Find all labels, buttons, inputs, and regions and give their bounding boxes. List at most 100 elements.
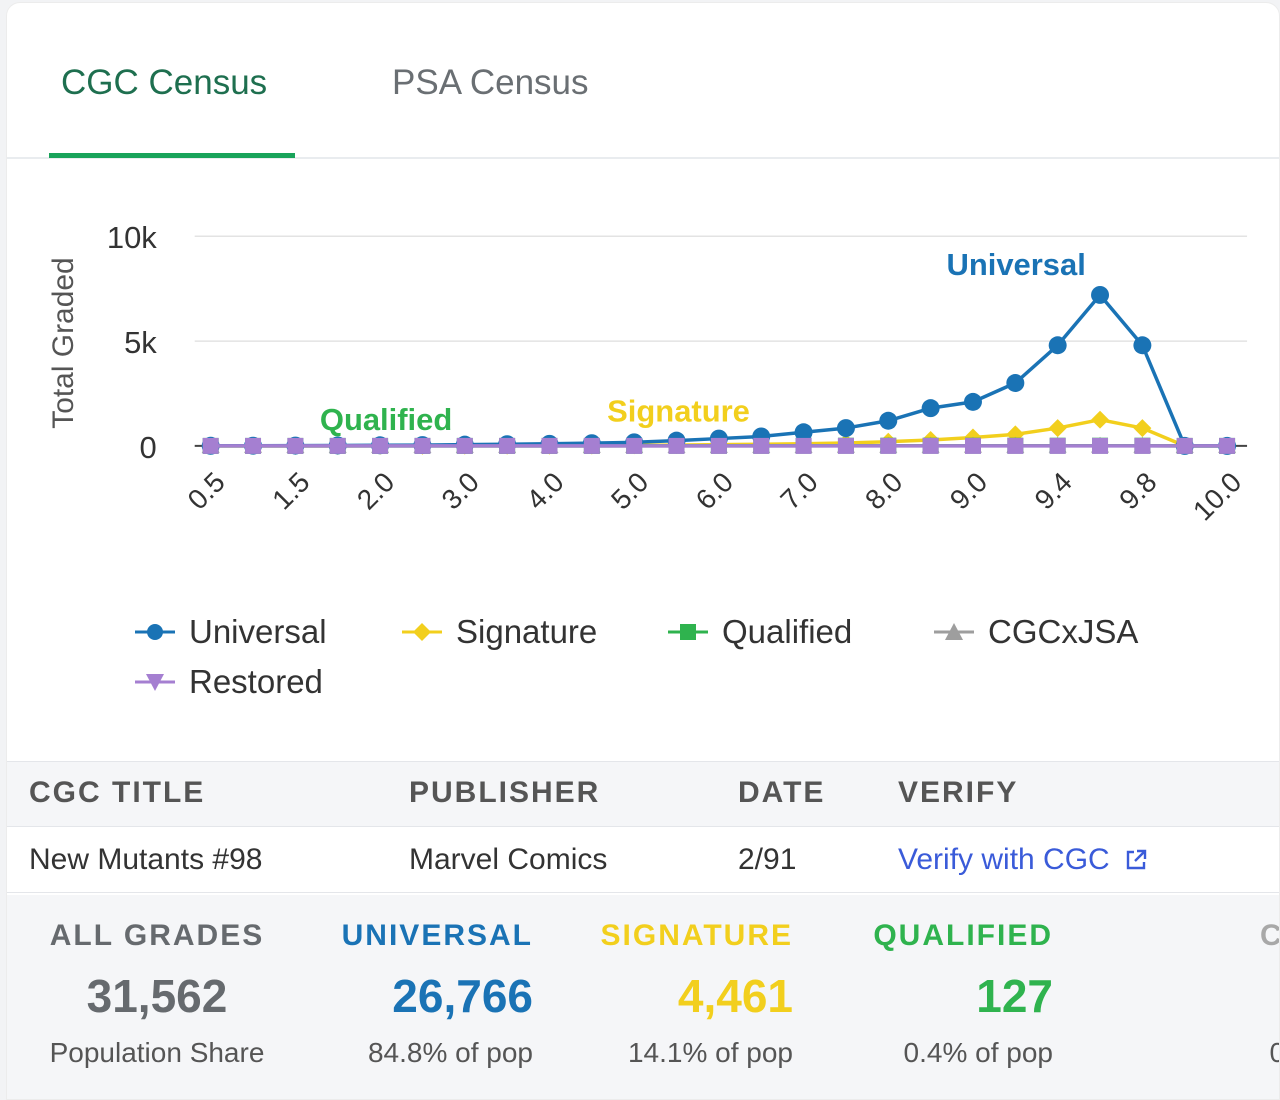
- legend-item-qualified[interactable]: Qualified: [666, 613, 852, 651]
- tab-psa-census[interactable]: PSA Census: [392, 63, 589, 102]
- cell-verify: Verify with CGC: [898, 843, 1148, 877]
- data-point: [1048, 419, 1067, 438]
- data-point: [795, 437, 812, 454]
- y-tick-label: 5k: [124, 325, 157, 360]
- y-tick-label: 10k: [107, 220, 157, 255]
- x-tick-label: 9.0: [944, 466, 993, 515]
- header-date: DATE: [738, 776, 826, 809]
- x-tick-label: 4.0: [520, 466, 569, 515]
- data-point: [963, 392, 982, 411]
- external-link-icon: [1126, 849, 1146, 870]
- stat-sub: 84.8% of pop: [367, 1037, 533, 1068]
- stat-label: SIGNATURE: [600, 919, 793, 952]
- legend-item-signature[interactable]: Signature: [400, 613, 597, 651]
- data-point: [499, 437, 516, 454]
- x-tick-label: 0.5: [182, 466, 231, 515]
- stat-universal: UNIVERSAL 26,766 84.8% of pop: [307, 895, 567, 1099]
- data-point: [287, 437, 304, 454]
- stat-sub: 0.2% of pop: [1270, 1037, 1279, 1069]
- data-point: [964, 437, 981, 454]
- legend-item-universal[interactable]: Universal: [133, 613, 327, 651]
- stat-sub: 0.4% of pop: [903, 1037, 1053, 1068]
- y-tick-label: 0: [140, 430, 157, 465]
- triangle-marker-icon: [934, 623, 974, 640]
- header-cgc-title: CGC TITLE: [29, 776, 206, 809]
- tab-cgc-census[interactable]: CGC Census: [61, 63, 268, 102]
- stat-cgcxjsa: CGCXJSA650.2% of pop: [1087, 895, 1279, 1099]
- table-header: CGC TITLE PUBLISHER DATE VERIFY: [7, 761, 1279, 827]
- x-tick-label: 3.0: [436, 466, 485, 515]
- data-point: [583, 437, 600, 454]
- circle-marker-icon: [135, 624, 175, 640]
- stat-label: QUALIFIED: [873, 919, 1053, 952]
- data-point: [880, 437, 897, 454]
- data-point: [1049, 437, 1066, 454]
- stat-label: CGCXJSA: [1260, 919, 1279, 953]
- data-point: [1134, 437, 1151, 454]
- data-point: [626, 437, 643, 454]
- diamond-marker-icon: [402, 623, 442, 641]
- data-point: [1091, 285, 1110, 304]
- square-marker-icon: [668, 624, 708, 640]
- data-point: [753, 437, 770, 454]
- x-tick-label: 8.0: [859, 466, 908, 515]
- data-point: [1007, 437, 1024, 454]
- stat-qualified: QUALIFIED 127 0.4% of pop: [827, 895, 1087, 1099]
- header-publisher: PUBLISHER: [409, 776, 601, 809]
- census-line-chart: 10k 5k 0 Total Graded 0.5 1.5 2.0 3.0 4.0 5.0 6.0 7…: [47, 220, 1247, 526]
- active-tab-indicator: [49, 153, 295, 158]
- x-tick-label: 1.5: [266, 466, 315, 515]
- data-point: [836, 419, 855, 438]
- data-point: [1219, 437, 1236, 454]
- population-stats: ALL GRADES 31,562 Population Share UNIVERSA…: [7, 895, 1279, 1099]
- data-point: [1133, 419, 1152, 438]
- y-axis-label: Total Graded: [47, 257, 80, 428]
- series-annotation: Signature: [607, 394, 750, 429]
- stat-value: 4,461: [677, 970, 793, 1022]
- data-point: [1092, 437, 1109, 454]
- legend-label: Qualified: [722, 613, 853, 650]
- census-tabs: CGC Census PSA Census: [7, 3, 1279, 159]
- stat-all-grades: ALL GRADES 31,562 Population Share: [7, 895, 307, 1099]
- data-point: [879, 411, 898, 430]
- legend-label: Signature: [456, 613, 598, 650]
- data-point: [1133, 336, 1152, 355]
- data-point: [710, 437, 727, 454]
- x-tick-label: 9.4: [1029, 466, 1078, 515]
- census-card: CGC Census PSA Census 10k 5k 0 Total Graded…: [6, 2, 1280, 1100]
- data-point: [456, 437, 473, 454]
- legend-label: Universal: [189, 613, 327, 650]
- x-tick-label: 5.0: [605, 466, 654, 515]
- triangle-down-marker-icon: [135, 674, 175, 691]
- data-point: [794, 423, 813, 442]
- chart-legend: Universal Signature Qualified CGCxJSA Re…: [7, 603, 1279, 753]
- legend-item-restored[interactable]: Restored: [133, 663, 323, 701]
- verify-with-cgc-link[interactable]: Verify with CGC: [898, 843, 1148, 877]
- cell-title: New Mutants #98: [29, 843, 263, 876]
- data-point: [1176, 437, 1193, 454]
- x-tick-label: 10.0: [1187, 466, 1247, 526]
- data-point: [1048, 336, 1067, 355]
- legend-label: Restored: [189, 663, 323, 700]
- stat-signature: SIGNATURE 4,461 14.1% of pop: [567, 895, 827, 1099]
- cell-date: 2/91: [738, 843, 797, 876]
- data-point: [1006, 374, 1025, 392]
- stat-sub: Population Share: [49, 1037, 265, 1068]
- stat-sub: 14.1% of pop: [627, 1037, 793, 1068]
- data-point: [837, 437, 854, 454]
- data-point: [668, 437, 685, 454]
- x-tick-label: 7.0: [774, 466, 823, 515]
- data-point: [1091, 410, 1110, 429]
- stat-label: UNIVERSAL: [341, 919, 533, 952]
- x-tick-label: 2.0: [351, 466, 400, 515]
- legend-item-cgcxjsa[interactable]: CGCxJSA: [932, 613, 1138, 651]
- series-annotation: Qualified: [320, 402, 452, 437]
- data-point: [202, 437, 219, 454]
- verify-link-label: Verify with CGC: [898, 843, 1110, 876]
- series-annotation: Universal: [947, 247, 1086, 282]
- data-point: [372, 437, 389, 454]
- cell-publisher: Marvel Comics: [409, 843, 608, 876]
- stat-value: 26,766: [392, 970, 533, 1022]
- data-point: [922, 437, 939, 454]
- legend-label: CGCxJSA: [988, 613, 1139, 650]
